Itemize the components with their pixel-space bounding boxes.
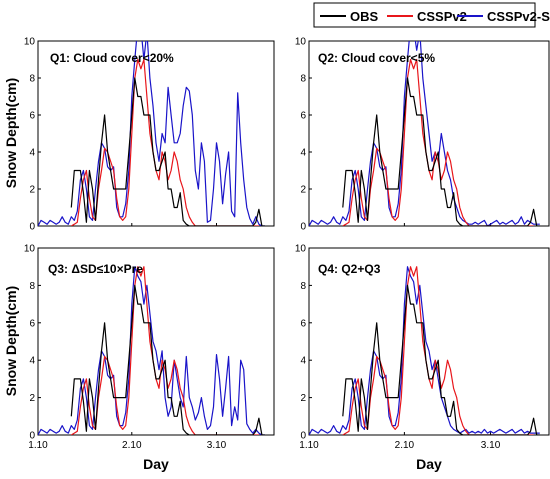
y-tick-label: 4 bbox=[300, 148, 306, 159]
series-line-csspv2 bbox=[70, 266, 259, 435]
plot-frame bbox=[308, 247, 550, 436]
y-tick-label: 8 bbox=[29, 74, 35, 85]
y-tick-label: 8 bbox=[300, 281, 306, 292]
x-tick-label: 2.10 bbox=[395, 440, 415, 451]
series-line-obs bbox=[70, 284, 265, 435]
series-line-obs bbox=[70, 77, 265, 226]
series-line-csspv2-sda bbox=[309, 41, 540, 226]
series-line-csspv2 bbox=[70, 58, 259, 226]
y-tick-label: 0 bbox=[29, 431, 35, 442]
panel-title-q1: Q1: Cloud cover<20% bbox=[50, 51, 174, 65]
x-tick-label: 3.10 bbox=[481, 440, 501, 451]
x-axis-label-right: Day bbox=[416, 456, 442, 472]
x-tick-label: 3.10 bbox=[207, 440, 227, 451]
x-tick-label: 2.10 bbox=[122, 440, 142, 451]
y-axis-label-bottom: Snow Depth(cm) bbox=[3, 286, 19, 396]
y-tick-label: 6 bbox=[300, 318, 306, 329]
panel-title-q3: Q3: ΔSD≤10×Pre bbox=[48, 262, 143, 276]
y-tick-label: 6 bbox=[29, 318, 35, 329]
y-tick-label: 8 bbox=[29, 281, 35, 292]
plot-frame bbox=[308, 40, 550, 227]
y-tick-label: 2 bbox=[300, 185, 306, 196]
x-axis-label-left: Day bbox=[143, 456, 169, 472]
y-tick-label: 0 bbox=[29, 222, 35, 233]
panel-title-q2: Q2: Cloud cover<5% bbox=[318, 51, 435, 65]
legend: OBS CSSPv2 CSSPv2-SDA bbox=[313, 2, 550, 28]
plot-frame bbox=[37, 247, 275, 436]
x-tick-label: 1.10 bbox=[299, 440, 319, 451]
legend-label-csspv2: CSSPv2 bbox=[417, 9, 467, 24]
panel-q4: 0 2 4 6 8 10 1.10 2.10 3.10 Q4: Q2+Q3 bbox=[295, 244, 550, 451]
y-tick-label: 6 bbox=[300, 111, 306, 122]
y-tick-label: 10 bbox=[24, 244, 36, 255]
y-axis-label-top: Snow Depth(cm) bbox=[3, 78, 19, 188]
legend-box bbox=[313, 2, 536, 28]
series-line-csspv2 bbox=[342, 58, 534, 226]
series-line-csspv2-sda bbox=[38, 41, 265, 226]
series-line-obs bbox=[342, 77, 540, 226]
plot-frame bbox=[37, 40, 275, 227]
y-tick-label: 0 bbox=[300, 431, 306, 442]
y-tick-label: 2 bbox=[29, 393, 35, 404]
y-tick-label: 6 bbox=[29, 111, 35, 122]
y-tick-label: 8 bbox=[300, 74, 306, 85]
legend-label-obs: OBS bbox=[350, 9, 379, 24]
series-line-obs bbox=[342, 284, 540, 435]
y-tick-label: 2 bbox=[300, 393, 306, 404]
y-tick-label: 10 bbox=[295, 244, 307, 255]
series-line-csspv2 bbox=[342, 266, 534, 435]
y-tick-label: 4 bbox=[300, 356, 306, 367]
y-tick-label: 4 bbox=[29, 356, 35, 367]
panel-q3: 0 2 4 6 8 10 1.10 2.10 3.10 Q3: ΔSD≤10×Pre bbox=[24, 244, 275, 451]
series-line-csspv2-sda bbox=[309, 266, 540, 435]
y-tick-label: 4 bbox=[29, 148, 35, 159]
y-tick-label: 10 bbox=[24, 37, 36, 48]
y-tick-label: 0 bbox=[300, 222, 306, 233]
series-line-csspv2-sda bbox=[38, 266, 265, 435]
y-tick-label: 2 bbox=[29, 185, 35, 196]
panel-title-q4: Q4: Q2+Q3 bbox=[318, 262, 381, 276]
x-tick-label: 1.10 bbox=[28, 440, 48, 451]
panel-q2: 0 2 4 6 8 10 Q2: Cloud cover<5% bbox=[295, 37, 550, 233]
panel-q1: 0 2 4 6 8 10 Q1: Cloud cover<20% bbox=[24, 37, 275, 233]
y-tick-label: 10 bbox=[295, 37, 307, 48]
legend-label-csspv2-sda: CSSPv2-SDA bbox=[487, 9, 550, 24]
